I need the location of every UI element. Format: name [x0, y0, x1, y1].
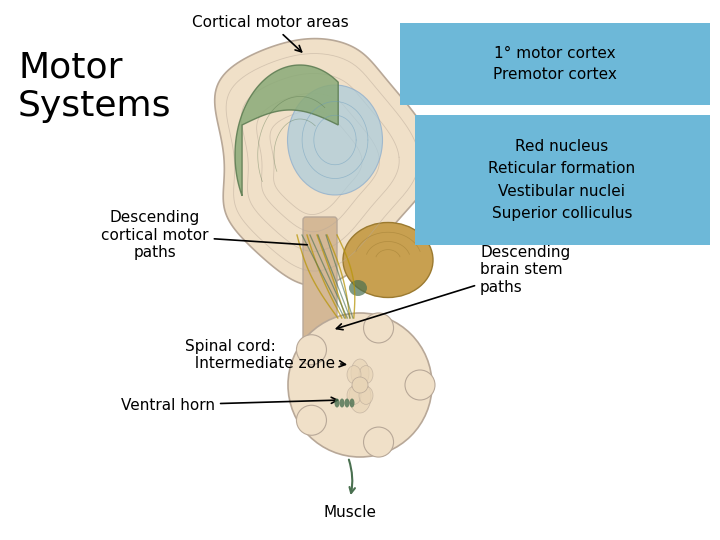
Text: Muscle: Muscle — [323, 505, 377, 520]
Ellipse shape — [359, 366, 373, 383]
Ellipse shape — [359, 387, 373, 404]
Ellipse shape — [364, 313, 394, 343]
Ellipse shape — [287, 85, 382, 195]
Circle shape — [288, 313, 432, 457]
Ellipse shape — [349, 280, 367, 296]
Ellipse shape — [344, 399, 349, 408]
Ellipse shape — [349, 381, 371, 413]
Text: Red nucleus
Reticular formation
Vestibular nuclei
Superior colliculus: Red nucleus Reticular formation Vestibul… — [488, 139, 636, 221]
Ellipse shape — [340, 399, 344, 408]
FancyBboxPatch shape — [400, 23, 710, 105]
Ellipse shape — [343, 222, 433, 298]
Polygon shape — [235, 65, 338, 196]
Text: Cortical motor areas: Cortical motor areas — [192, 15, 348, 52]
Text: Descending
cortical motor
paths: Descending cortical motor paths — [102, 210, 307, 260]
Ellipse shape — [405, 370, 435, 400]
Text: Descending
brain stem
paths: Descending brain stem paths — [336, 245, 570, 330]
Text: Ventral horn: Ventral horn — [121, 397, 338, 413]
Ellipse shape — [364, 427, 394, 457]
Polygon shape — [215, 38, 434, 286]
Text: Spinal cord:
  Intermediate zone: Spinal cord: Intermediate zone — [185, 339, 346, 371]
FancyBboxPatch shape — [303, 217, 337, 353]
Ellipse shape — [351, 359, 369, 387]
FancyBboxPatch shape — [415, 115, 710, 245]
Ellipse shape — [335, 399, 340, 408]
Ellipse shape — [347, 366, 361, 383]
Ellipse shape — [349, 399, 354, 408]
Ellipse shape — [297, 335, 326, 365]
Ellipse shape — [297, 405, 326, 435]
Text: Motor
Systems: Motor Systems — [18, 50, 171, 124]
Ellipse shape — [347, 387, 361, 404]
Circle shape — [352, 377, 368, 393]
Text: 1° motor cortex
Premotor cortex: 1° motor cortex Premotor cortex — [493, 46, 617, 82]
